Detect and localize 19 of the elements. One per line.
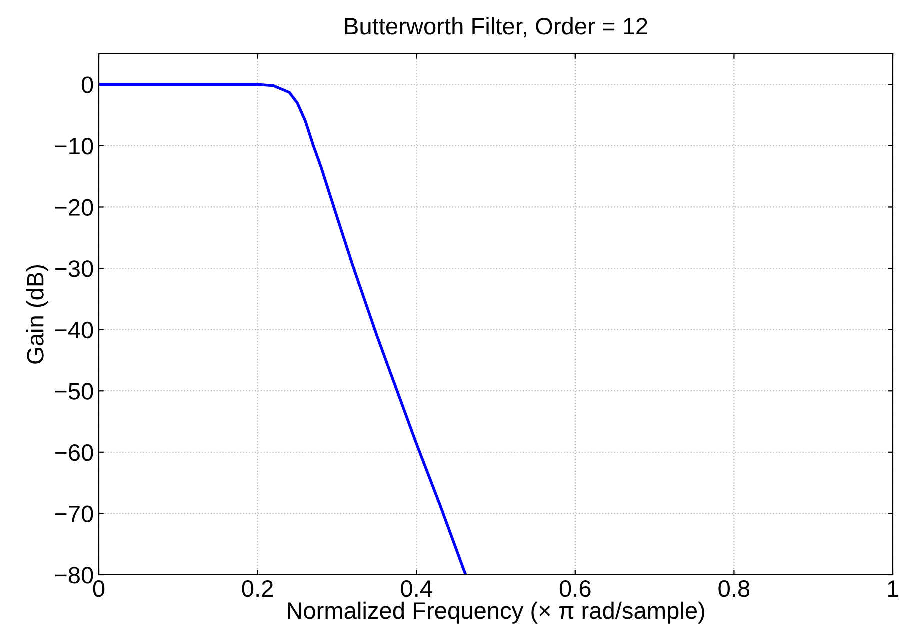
y-tick-label: −20 xyxy=(55,199,94,216)
y-tick-label: −40 xyxy=(55,322,94,339)
y-tick-label: −10 xyxy=(55,138,94,155)
x-tick-label: 0.2 xyxy=(242,580,274,598)
chart-title: Butterworth Filter, Order = 12 xyxy=(345,17,648,38)
y-axis-title: Gain (dB) xyxy=(26,265,49,364)
y-tick-label: −80 xyxy=(55,567,94,584)
y-tick-label: 0 xyxy=(82,76,94,94)
y-tick-label: −50 xyxy=(55,383,94,400)
y-tick-label: −70 xyxy=(55,506,94,522)
x-axis-title: Normalized Frequency (× π rad/sample) xyxy=(288,602,704,624)
x-tick-label: 0.4 xyxy=(401,580,432,598)
x-tick-label: 0 xyxy=(93,580,105,598)
x-tick-label: 1 xyxy=(888,580,898,597)
line-series xyxy=(99,83,468,575)
x-tick-label: 0.6 xyxy=(560,580,591,598)
y-tick-label: −30 xyxy=(55,260,94,278)
y-tick-label: −60 xyxy=(55,444,94,462)
x-tick-label: 0.8 xyxy=(718,580,750,598)
